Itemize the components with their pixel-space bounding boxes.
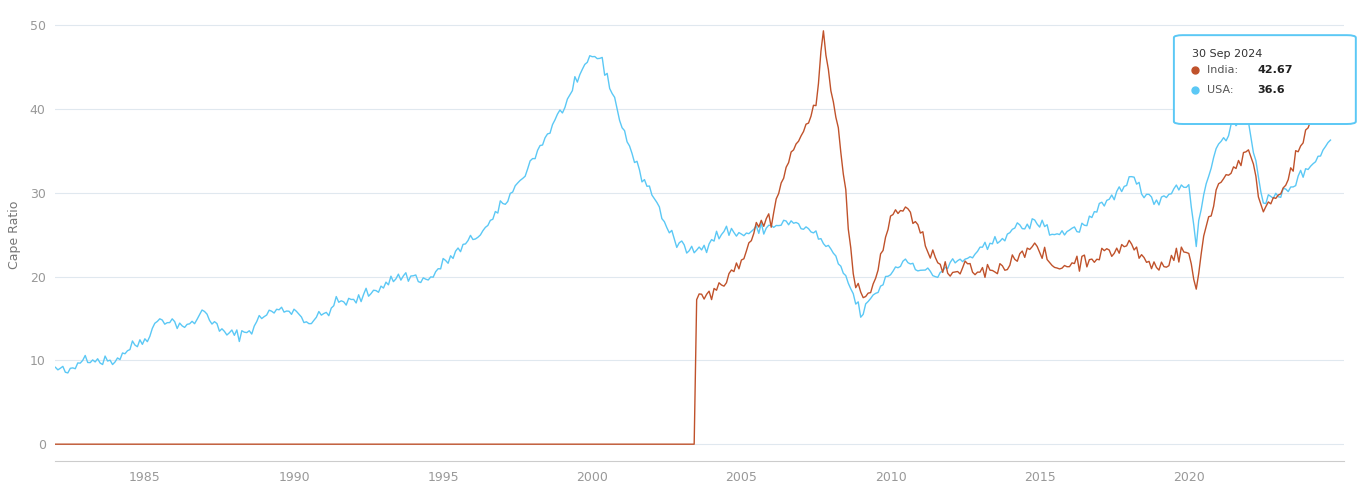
Text: 36.6: 36.6 [1257, 85, 1284, 94]
FancyBboxPatch shape [1174, 35, 1355, 124]
Text: 30 Sep 2024: 30 Sep 2024 [1192, 49, 1263, 59]
Text: India:: India: [1207, 64, 1241, 74]
Y-axis label: Cape Ratio: Cape Ratio [8, 200, 22, 269]
Text: USA:: USA: [1207, 85, 1237, 94]
Text: 42.67: 42.67 [1257, 64, 1293, 74]
